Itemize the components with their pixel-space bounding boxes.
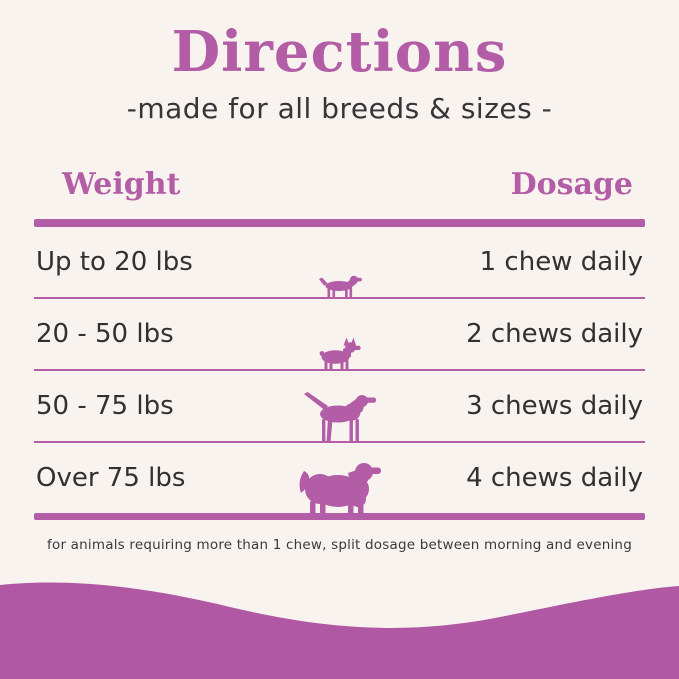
dosage-footnote: for animals requiring more than 1 chew, … (47, 536, 632, 553)
table-row: 50 - 75 lbs 3 chews daily (34, 371, 645, 443)
dosage-value: 2 chews daily (466, 318, 643, 349)
dachshund-dog-icon (318, 272, 362, 299)
dosage-column-header: Dosage (510, 167, 633, 203)
table-row: 20 - 50 lbs 2 chews daily (34, 299, 645, 371)
weight-value: Up to 20 lbs (36, 246, 193, 277)
bottom-wave-decoration (0, 582, 679, 679)
dosage-value: 3 chews daily (466, 390, 643, 421)
weight-value: 20 - 50 lbs (36, 318, 174, 349)
table-bottom-divider (34, 512, 645, 520)
table-header-row: Weight Dosage (34, 151, 645, 219)
table-row: Up to 20 lbs 1 chew daily (34, 227, 645, 299)
weight-value: 50 - 75 lbs (36, 390, 174, 421)
weight-value: Over 75 lbs (36, 462, 186, 493)
weight-column-header: Weight (62, 167, 181, 203)
dosage-value: 1 chew daily (479, 246, 643, 277)
page-title: Directions (171, 19, 508, 85)
header-divider (34, 218, 645, 227)
dosage-table: Weight Dosage Up to 20 lbs (34, 151, 645, 520)
corgi-dog-icon (316, 336, 364, 371)
pointer-dog-icon (303, 391, 377, 443)
page-subtitle: -made for all breeds & sizes - (126, 91, 553, 125)
table-row: Over 75 lbs 4 chews (34, 443, 645, 520)
dosage-value: 4 chews daily (466, 462, 643, 493)
bernese-dog-icon (296, 455, 384, 521)
content-area: Directions -made for all breeds & sizes … (34, 19, 645, 553)
